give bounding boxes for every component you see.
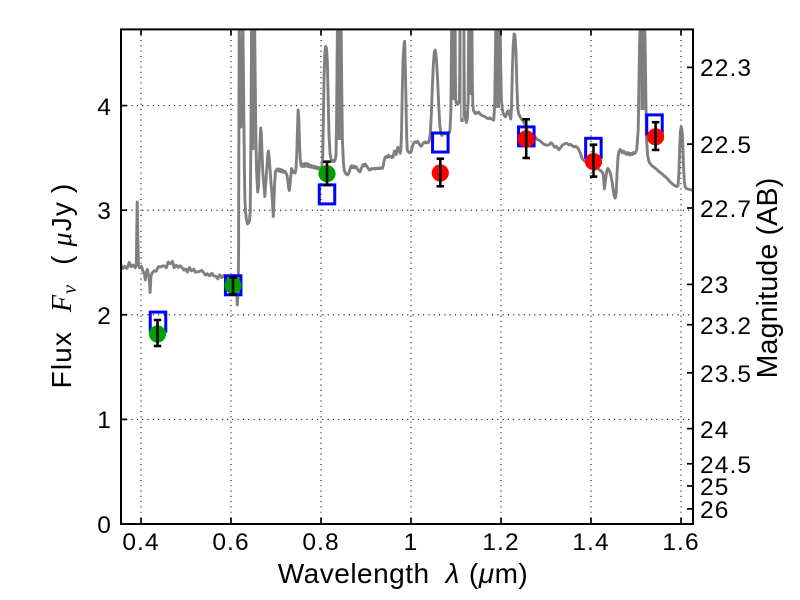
svg-text:22.7: 22.7 [700, 196, 752, 223]
svg-text:23.2: 23.2 [700, 313, 752, 340]
svg-text:1.2: 1.2 [482, 529, 519, 556]
svg-text:25: 25 [700, 474, 729, 501]
svg-text:0.8: 0.8 [302, 529, 339, 556]
svg-text:Magnitude (AB): Magnitude (AB) [752, 178, 784, 379]
svg-text:0.4: 0.4 [122, 529, 159, 556]
svg-text:24.5: 24.5 [700, 452, 752, 479]
svg-text:3: 3 [97, 198, 112, 225]
svg-text:1: 1 [404, 529, 419, 556]
svg-text:4: 4 [97, 94, 112, 121]
svg-text:24: 24 [700, 417, 729, 444]
svg-text:0: 0 [97, 512, 112, 539]
svg-text:26: 26 [700, 497, 729, 524]
svg-text:23: 23 [700, 272, 729, 299]
svg-text:1: 1 [97, 407, 112, 434]
svg-text:22.5: 22.5 [700, 132, 752, 159]
svg-text:1.4: 1.4 [572, 529, 609, 556]
svg-text:22.3: 22.3 [700, 55, 752, 82]
svg-text:0.6: 0.6 [212, 529, 249, 556]
svg-text:23.5: 23.5 [700, 361, 752, 388]
svg-text:2: 2 [97, 303, 112, 330]
svg-text:1.6: 1.6 [662, 529, 699, 556]
